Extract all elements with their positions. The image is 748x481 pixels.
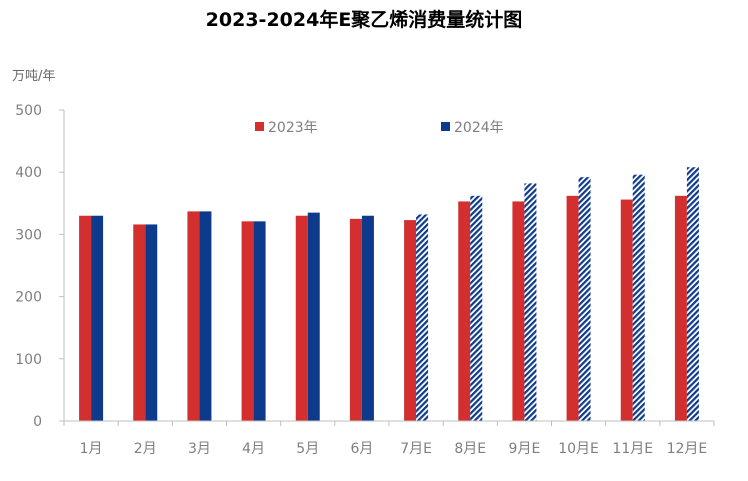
legend-swatch — [255, 122, 264, 131]
bar-series1-11 — [674, 195, 687, 421]
x-tick-label: 3月 — [188, 441, 211, 457]
bar-series1-8 — [512, 201, 525, 421]
bar-series2-11 — [686, 167, 699, 421]
bar-series2-5 — [361, 215, 374, 421]
x-tick-label: 9月E — [509, 441, 541, 457]
bar-series2-4 — [307, 212, 320, 421]
bar-series2-2 — [199, 211, 212, 421]
legend-label: 2024年 — [454, 120, 504, 136]
x-tick-label: 10月E — [558, 441, 599, 457]
bar-series1-7 — [458, 201, 471, 421]
x-tick-label: 8月E — [454, 441, 486, 457]
bar-series2-10 — [632, 174, 645, 421]
bar-series2-0 — [91, 215, 104, 421]
bar-series1-2 — [187, 211, 200, 421]
bar-series1-5 — [349, 218, 362, 421]
bar-group — [79, 167, 699, 421]
bar-series2-6 — [416, 214, 429, 421]
bar-series1-0 — [79, 215, 92, 421]
legend-label: 2023年 — [268, 120, 318, 136]
legend: 2023年 2024年 — [255, 120, 504, 136]
y-tick-label: 100 — [15, 352, 42, 368]
x-tick-label: 2月 — [134, 441, 157, 457]
chart-title: 2023-2024年E聚乙烯消费量统计图 — [206, 8, 523, 31]
bar-series2-3 — [253, 221, 266, 421]
x-tick-label: 4月 — [242, 441, 265, 457]
x-tick-label: 6月 — [350, 441, 373, 457]
bar-series1-10 — [620, 199, 633, 421]
x-tick-label: 12月E — [667, 441, 708, 457]
y-tick-label: 500 — [15, 103, 42, 119]
x-tick-label: 11月E — [612, 441, 653, 457]
y-axis: 0 100 200 300 400 500 — [15, 103, 65, 430]
bar-series2-1 — [145, 224, 158, 421]
x-tick-label: 1月 — [80, 441, 103, 457]
bar-series1-3 — [241, 221, 254, 421]
y-axis-unit-label: 万吨/年 — [12, 69, 55, 84]
x-axis: 1月 2月 3月 4月 5月 6月 7月E 8月E 9月E 10月E 11月E 12月E — [63, 420, 715, 457]
legend-swatch — [441, 122, 450, 131]
y-tick-label: 0 — [33, 414, 42, 430]
bar-series1-1 — [133, 224, 146, 421]
bar-series2-9 — [578, 177, 591, 421]
x-tick-label: 7月E — [400, 441, 432, 457]
bar-series1-4 — [295, 215, 308, 421]
y-tick-label: 200 — [15, 290, 42, 306]
bar-series2-7 — [470, 195, 483, 421]
y-tick-label: 300 — [15, 227, 42, 243]
x-tick-label: 5月 — [296, 441, 319, 457]
y-tick-label: 400 — [15, 165, 42, 181]
bar-series2-8 — [524, 183, 537, 421]
bar-series1-9 — [566, 195, 579, 421]
bar-series1-6 — [404, 220, 417, 421]
